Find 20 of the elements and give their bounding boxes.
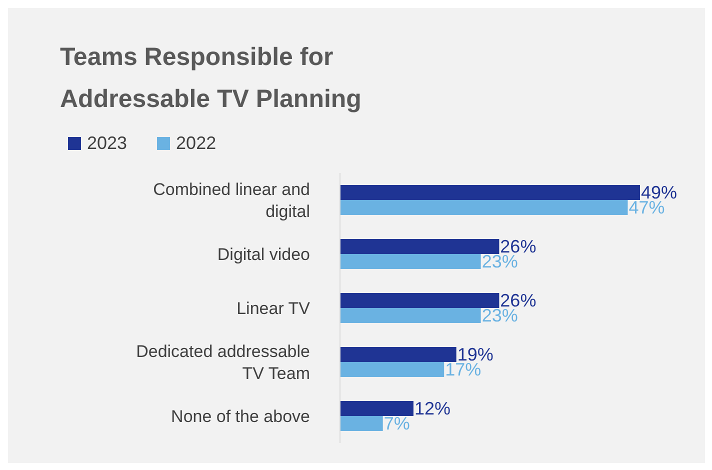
bar xyxy=(340,239,500,254)
bar xyxy=(340,401,414,416)
legend-label: 2022 xyxy=(176,133,216,154)
bar xyxy=(340,416,383,431)
y-tick-label: None of the above xyxy=(171,406,310,426)
y-tick-label: Linear TV xyxy=(236,298,311,318)
y-tick-label: Dedicated addressable TV Team xyxy=(136,342,310,382)
bar xyxy=(340,308,481,323)
bar xyxy=(340,254,481,269)
bar xyxy=(340,362,444,377)
data-label: 12% xyxy=(414,398,450,418)
bar xyxy=(340,200,628,215)
y-tick-label: Combined linear and digital xyxy=(153,180,310,220)
bar xyxy=(340,347,456,362)
bar xyxy=(340,293,500,308)
bar xyxy=(340,185,640,200)
data-label: 7% xyxy=(384,414,410,434)
chart-title: Teams Responsible for Addressable TV Planning xyxy=(60,42,362,115)
legend-label: 2023 xyxy=(87,133,128,154)
y-tick-label: Digital video xyxy=(217,244,310,264)
